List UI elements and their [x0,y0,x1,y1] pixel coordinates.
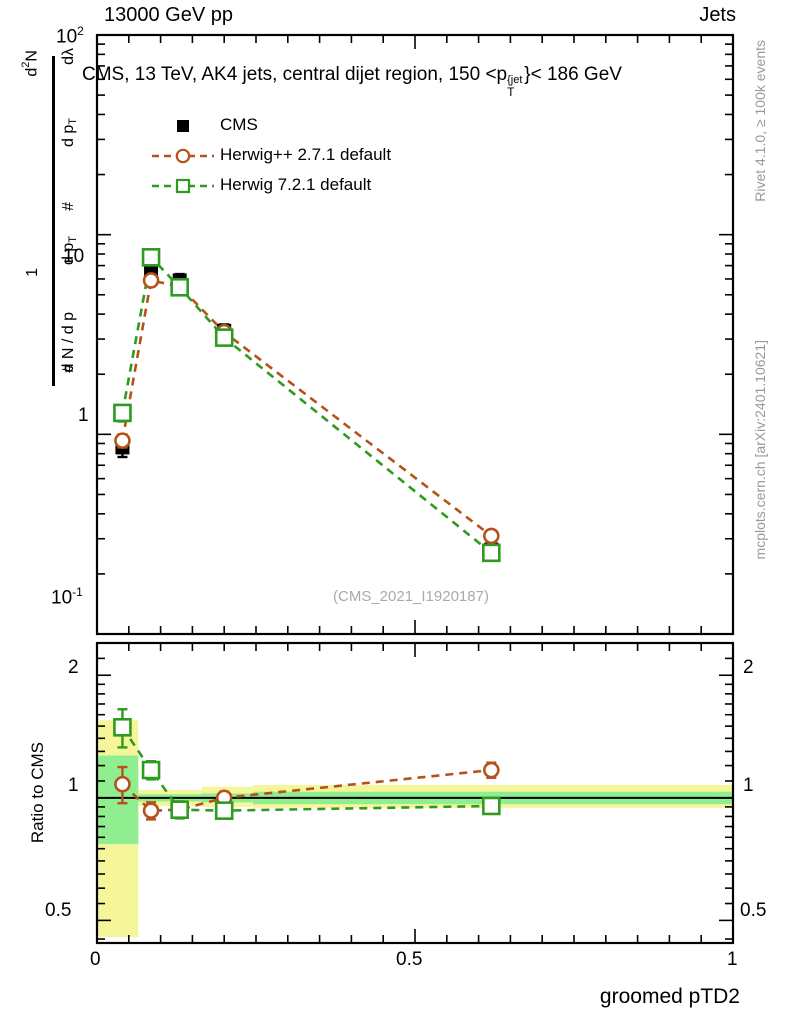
main-ytick-0p1: 10-1 [51,585,83,609]
legend-label-herwigpp: Herwig++ 2.7.1 default [220,145,392,164]
ratio-ytick-05-right: 0.5 [740,900,767,921]
main-ylabel: dλ d pT # d pT d N / d p # d2N 1 [2,30,82,390]
legend-label-cms: CMS [220,115,258,134]
legend-marker-filled-square [177,120,189,132]
ratio-ytick-2-right: 2 [743,657,754,678]
uncertainty-band-inner [97,755,139,845]
legend-marker-open-circle [152,148,214,164]
ratio-data-point [483,761,500,779]
header-left-label: 13000 GeV pp [104,4,233,26]
data-point [483,527,500,545]
main-ytick-10: 10 [63,246,85,267]
ratio-data-point [141,760,161,780]
legend-label-herwig7: Herwig 7.2.1 default [220,175,372,194]
ratio-series-line [121,768,492,812]
analysis-id-watermark: (CMS_2021_I1920187) [333,588,489,605]
ratio-ytick-1-left: 1 [68,775,79,796]
ratio-data-point [113,717,132,737]
legend-item-herwigpp[interactable]: Herwig++ 2.7.1 default [150,140,391,170]
data-point [170,277,189,297]
data-point [113,403,132,423]
ratio-ytick-05-left: 0.5 [45,900,72,921]
legend: CMS Herwig++ 2.7.1 default Herwig 7.2.1 … [150,110,391,200]
main-ytick-1: 1 [78,405,89,426]
series-line [121,278,493,537]
data-point [214,328,234,347]
ratio-data-point [142,802,160,819]
data-point [482,543,501,563]
main-panel-title: CMS, 13 TeV, AK4 jets, central dijet reg… [82,64,622,100]
xtick-1: 1 [727,949,738,970]
xtick-05: 0.5 [396,949,423,970]
legend-item-herwig7[interactable]: Herwig 7.2.1 default [150,170,391,200]
ratio-data-point [114,775,131,793]
legend-marker-open-square [152,178,214,194]
header-right-label: Jets [699,4,736,26]
ratio-ylabel: Ratio to CMS [28,742,47,844]
data-point [114,432,131,449]
xaxis-label: groomed pTD2 [599,985,740,1008]
main-ytick-100: 102 [56,24,84,48]
xtick-0: 0 [90,949,101,970]
series-line [121,254,493,554]
ratio-data-point [170,800,189,820]
ratio-data-point [482,796,501,816]
legend-item-cms[interactable]: CMS [150,110,391,140]
ratio-ytick-2-left: 2 [68,657,79,678]
data-point [141,248,161,267]
ratio-ytick-1-right: 1 [743,775,754,796]
ratio-data-point [214,801,234,820]
ylabel-fraction-bar [52,56,55,386]
data-point [142,272,160,289]
